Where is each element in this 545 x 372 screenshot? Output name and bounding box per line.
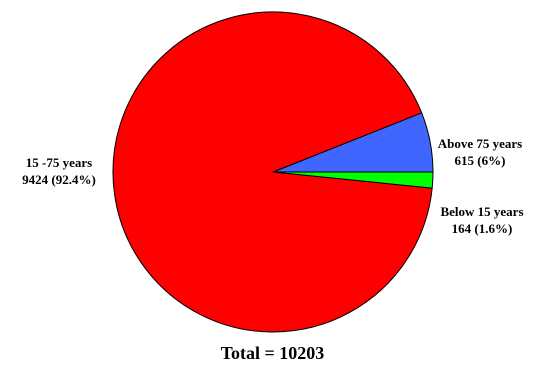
slice-label-above-75-years: Above 75 years 615 (6%) (425, 135, 535, 169)
slice-label-below-15-years-category: Below 15 years (440, 204, 524, 219)
slice-label-15-75-years-value: 9424 (92.4%) (22, 172, 96, 187)
slice-label-below-15-years-value: 164 (1.6%) (451, 221, 513, 236)
slice-label-above-75-years-value: 615 (6%) (454, 153, 506, 168)
pie-slice-below-15-years (272, 171, 434, 189)
slice-label-below-15-years: Below 15 years 164 (1.6%) (422, 203, 542, 237)
slice-label-15-75-years: 15 -75 years 9424 (92.4%) (8, 154, 110, 188)
slice-label-above-75-years-category: Above 75 years (437, 136, 523, 151)
slice-label-15-75-years-category: 15 -75 years (25, 155, 93, 170)
total-label: Total = 10203 (220, 343, 325, 363)
